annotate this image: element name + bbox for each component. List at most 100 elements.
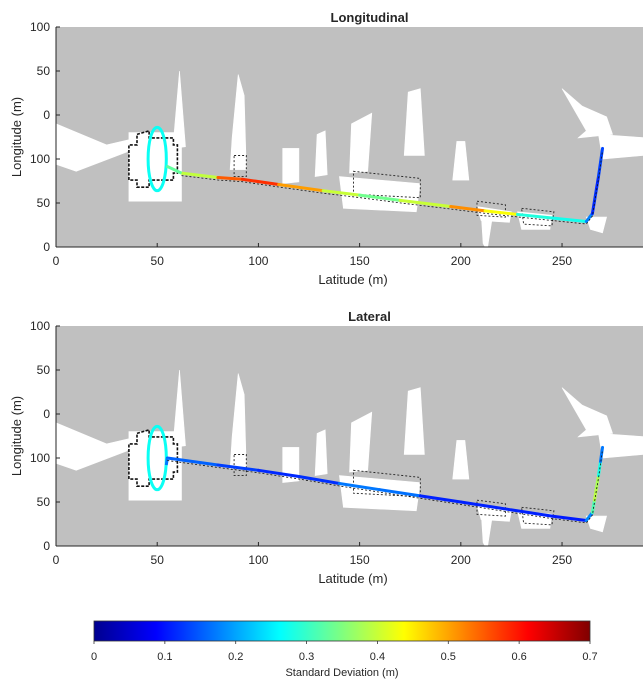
- trajectory-segment: [277, 183, 325, 193]
- trajectory-segment: [592, 187, 598, 203]
- x-tick-label: 100: [248, 254, 268, 268]
- map-free-space: [561, 88, 614, 139]
- colorbar-tick-label: 0.6: [511, 651, 526, 663]
- y-tick-label: 0: [43, 108, 50, 122]
- y-tick-label: 0: [43, 240, 50, 254]
- building-outline: [128, 428, 179, 488]
- colorbar-tick-label: 0: [91, 651, 97, 663]
- x-tick-label: 100: [248, 553, 268, 567]
- trajectory-segment: [590, 199, 596, 216]
- map-free-space: [56, 123, 138, 172]
- colorbar-gradient: [93, 620, 591, 642]
- map-free-space: [229, 74, 247, 170]
- trajectory-segment: [179, 171, 220, 179]
- trajectory-segment: [584, 511, 594, 522]
- trajectory-edge: [167, 449, 603, 524]
- x-tick-label: 250: [552, 254, 572, 268]
- trajectory-segment: [297, 474, 341, 486]
- y-tick-label: 0: [43, 539, 50, 553]
- trajectory-segment: [378, 488, 422, 498]
- x-tick-label: 50: [151, 553, 165, 567]
- y-tick-label: 50: [37, 495, 51, 509]
- trajectory-segment: [592, 486, 598, 502]
- x-tick-label: 150: [350, 254, 370, 268]
- map-free-space: [585, 216, 607, 234]
- y-tick-label: 0: [43, 407, 50, 421]
- y-tick-label: 100: [30, 319, 50, 333]
- trajectory-segment: [459, 500, 513, 512]
- trajectory-segment: [337, 482, 382, 492]
- map-free-space: [598, 134, 643, 160]
- colorbar-tick-label: 0.4: [370, 651, 385, 663]
- trajectory-segment: [256, 468, 301, 478]
- map-layer: [56, 369, 643, 546]
- map-obstacle: [233, 155, 247, 178]
- map-obstacle: [521, 506, 555, 526]
- longitudinal-panel: 0 50 100 150 200 250 0 50 100 0 50 100 Longitudinal L…: [9, 10, 643, 287]
- map-free-space: [314, 429, 328, 476]
- trajectory-segment: [398, 198, 453, 209]
- colorbar-tick-label: 0.5: [441, 651, 456, 663]
- colorbar-tick-label: 0.7: [582, 651, 597, 663]
- map-layer: [56, 70, 643, 247]
- map-free-space: [452, 141, 470, 181]
- trajectory-segment: [584, 212, 594, 223]
- x-tick-label: 150: [350, 553, 370, 567]
- map-obstacle: [353, 170, 421, 199]
- y-tick-label: 50: [37, 64, 51, 78]
- trajectory-segment: [216, 175, 244, 181]
- y-tick-label: 50: [37, 196, 51, 210]
- map-obstacle: [476, 200, 506, 218]
- trajectory-edge: [181, 150, 603, 225]
- y-tick-label: 50: [37, 363, 51, 377]
- colorbar-ticks: 0 0.1 0.2 0.3 0.4 0.5 0.6 0.7: [91, 641, 598, 663]
- map-free-space: [598, 433, 643, 459]
- map-obstacle: [476, 499, 506, 517]
- x-axis-label: Latitude (m): [318, 272, 387, 287]
- trajectory-segment: [516, 212, 554, 220]
- map-free-space: [314, 130, 328, 177]
- trajectory-segment: [483, 209, 520, 216]
- map-free-space: [452, 440, 470, 480]
- trajectory-connector: [165, 164, 183, 175]
- colorbar: 0 0.1 0.2 0.3 0.4 0.5 0.6 0.7 Standard Deviatio…: [91, 620, 598, 679]
- trajectory-connector: [164, 457, 169, 466]
- x-tick-label: 200: [451, 254, 471, 268]
- y-tick-label: 100: [30, 451, 50, 465]
- map-obstacle: [521, 207, 555, 227]
- lateral-panel: 0 50 100 150 200 250 0 50 100 0 50 100 Lateral Latitu…: [9, 309, 643, 586]
- colorbar-tick-label: 0.1: [157, 651, 172, 663]
- trajectory-segment: [418, 494, 463, 504]
- x-tick-label: 0: [53, 553, 60, 567]
- y-tick-label: 100: [30, 152, 50, 166]
- trajectory-segment: [240, 177, 281, 187]
- trajectory-loop: [146, 125, 168, 193]
- map-free-space: [480, 510, 494, 546]
- trajectory-segment: [594, 474, 600, 490]
- colorbar-label: Standard Deviation (m): [285, 667, 398, 679]
- map-free-space: [339, 475, 421, 512]
- trajectory-segment: [598, 445, 605, 464]
- panel-title: Lateral: [348, 309, 391, 324]
- trajectory-segment: [598, 146, 605, 165]
- x-tick-label: 250: [552, 553, 572, 567]
- trajectory-segment: [590, 498, 596, 515]
- trajectory-segment: [449, 205, 487, 213]
- y-tick-label: 100: [30, 20, 50, 34]
- y-axis-label: Longitude (m): [9, 97, 24, 177]
- trajectory-segment: [216, 463, 260, 472]
- trajectory-segment: [321, 189, 362, 197]
- trajectory-segment: [550, 514, 588, 522]
- building-outline: [128, 129, 179, 188]
- trajectory-segment: [509, 508, 554, 518]
- map-free-space: [403, 387, 425, 455]
- map-free-space: [561, 387, 614, 438]
- colorbar-tick-label: 0.2: [228, 651, 243, 663]
- map-free-space: [403, 88, 425, 156]
- x-tick-label: 0: [53, 254, 60, 268]
- x-tick-label: 200: [451, 553, 471, 567]
- trajectory-segment: [358, 193, 402, 202]
- y-axis-label: Longitude (m): [9, 396, 24, 476]
- panel-title: Longitudinal: [331, 10, 409, 25]
